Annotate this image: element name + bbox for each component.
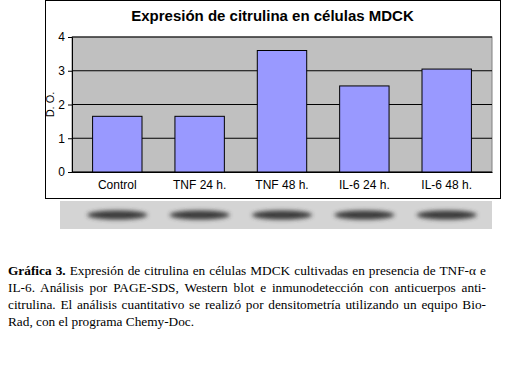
y-tick-label: 1: [58, 132, 65, 146]
y-tick-mark: [68, 37, 72, 38]
y-axis-line: [68, 38, 73, 173]
caption-label: Gráfica 3.: [8, 263, 66, 278]
grid: [72, 37, 492, 172]
y-tick: 2: [58, 98, 72, 112]
blot-background: [60, 201, 492, 229]
blot-band: [417, 211, 477, 220]
blot-band: [87, 211, 147, 220]
y-tick: 4: [58, 30, 72, 44]
x-tick-label: TNF 24 h.: [173, 178, 226, 192]
x-tick: TNF 24 h.: [173, 172, 226, 192]
grid-line: [72, 37, 492, 38]
bar: [422, 69, 471, 172]
x-tick: TNF 48 h.: [255, 172, 308, 192]
chart: 0 1 2 3 4 Control TNF 24 h. TNF 48 h. IL-6 24 h.…: [0, 0, 507, 240]
y-tick: 0: [58, 165, 72, 179]
y-tick-mark: [68, 71, 72, 72]
y-tick-mark: [68, 138, 72, 139]
x-axis-line: [73, 172, 493, 173]
x-tick: IL-6 24 h.: [339, 172, 390, 192]
bars: [93, 51, 472, 173]
x-tick-label: IL-6 48 h.: [421, 178, 472, 192]
bar: [257, 51, 306, 173]
y-tick-label: 0: [58, 165, 65, 179]
y-tick: 3: [58, 64, 72, 78]
y-axis: 0 1 2 3 4: [58, 30, 72, 179]
x-tick-label: IL-6 24 h.: [339, 178, 390, 192]
x-tick-label: Control: [98, 178, 137, 192]
caption: Gráfica 3. Expresión de citrulina en cél…: [8, 262, 486, 330]
bar: [93, 116, 142, 172]
title: Expresión de citrulina en células MDCK: [131, 7, 414, 24]
plot-area: [72, 37, 492, 172]
blot-band: [252, 211, 312, 220]
bar: [340, 86, 389, 172]
x-axis: Control TNF 24 h. TNF 48 h. IL-6 24 h. IL-6 …: [73, 172, 493, 192]
caption-text: Expresión de citrulina en células MDCK c…: [8, 263, 486, 329]
chart-frame: [46, 1, 501, 199]
x-tick: Control: [98, 172, 137, 192]
y-tick: 1: [58, 132, 72, 146]
y-tick-label: 3: [58, 64, 65, 78]
y-tick-mark: [68, 105, 72, 106]
x-tick-label: TNF 48 h.: [255, 178, 308, 192]
x-tick: IL-6 48 h.: [421, 172, 472, 192]
y-tick-label: 4: [58, 30, 65, 44]
y-tick-mark: [68, 172, 72, 173]
y-axis-title: D. O.: [44, 92, 56, 118]
blot-band: [170, 211, 230, 220]
blot-band: [334, 211, 394, 220]
bar: [175, 116, 224, 172]
y-tick-label: 2: [58, 98, 65, 112]
western-blot: [60, 201, 492, 229]
